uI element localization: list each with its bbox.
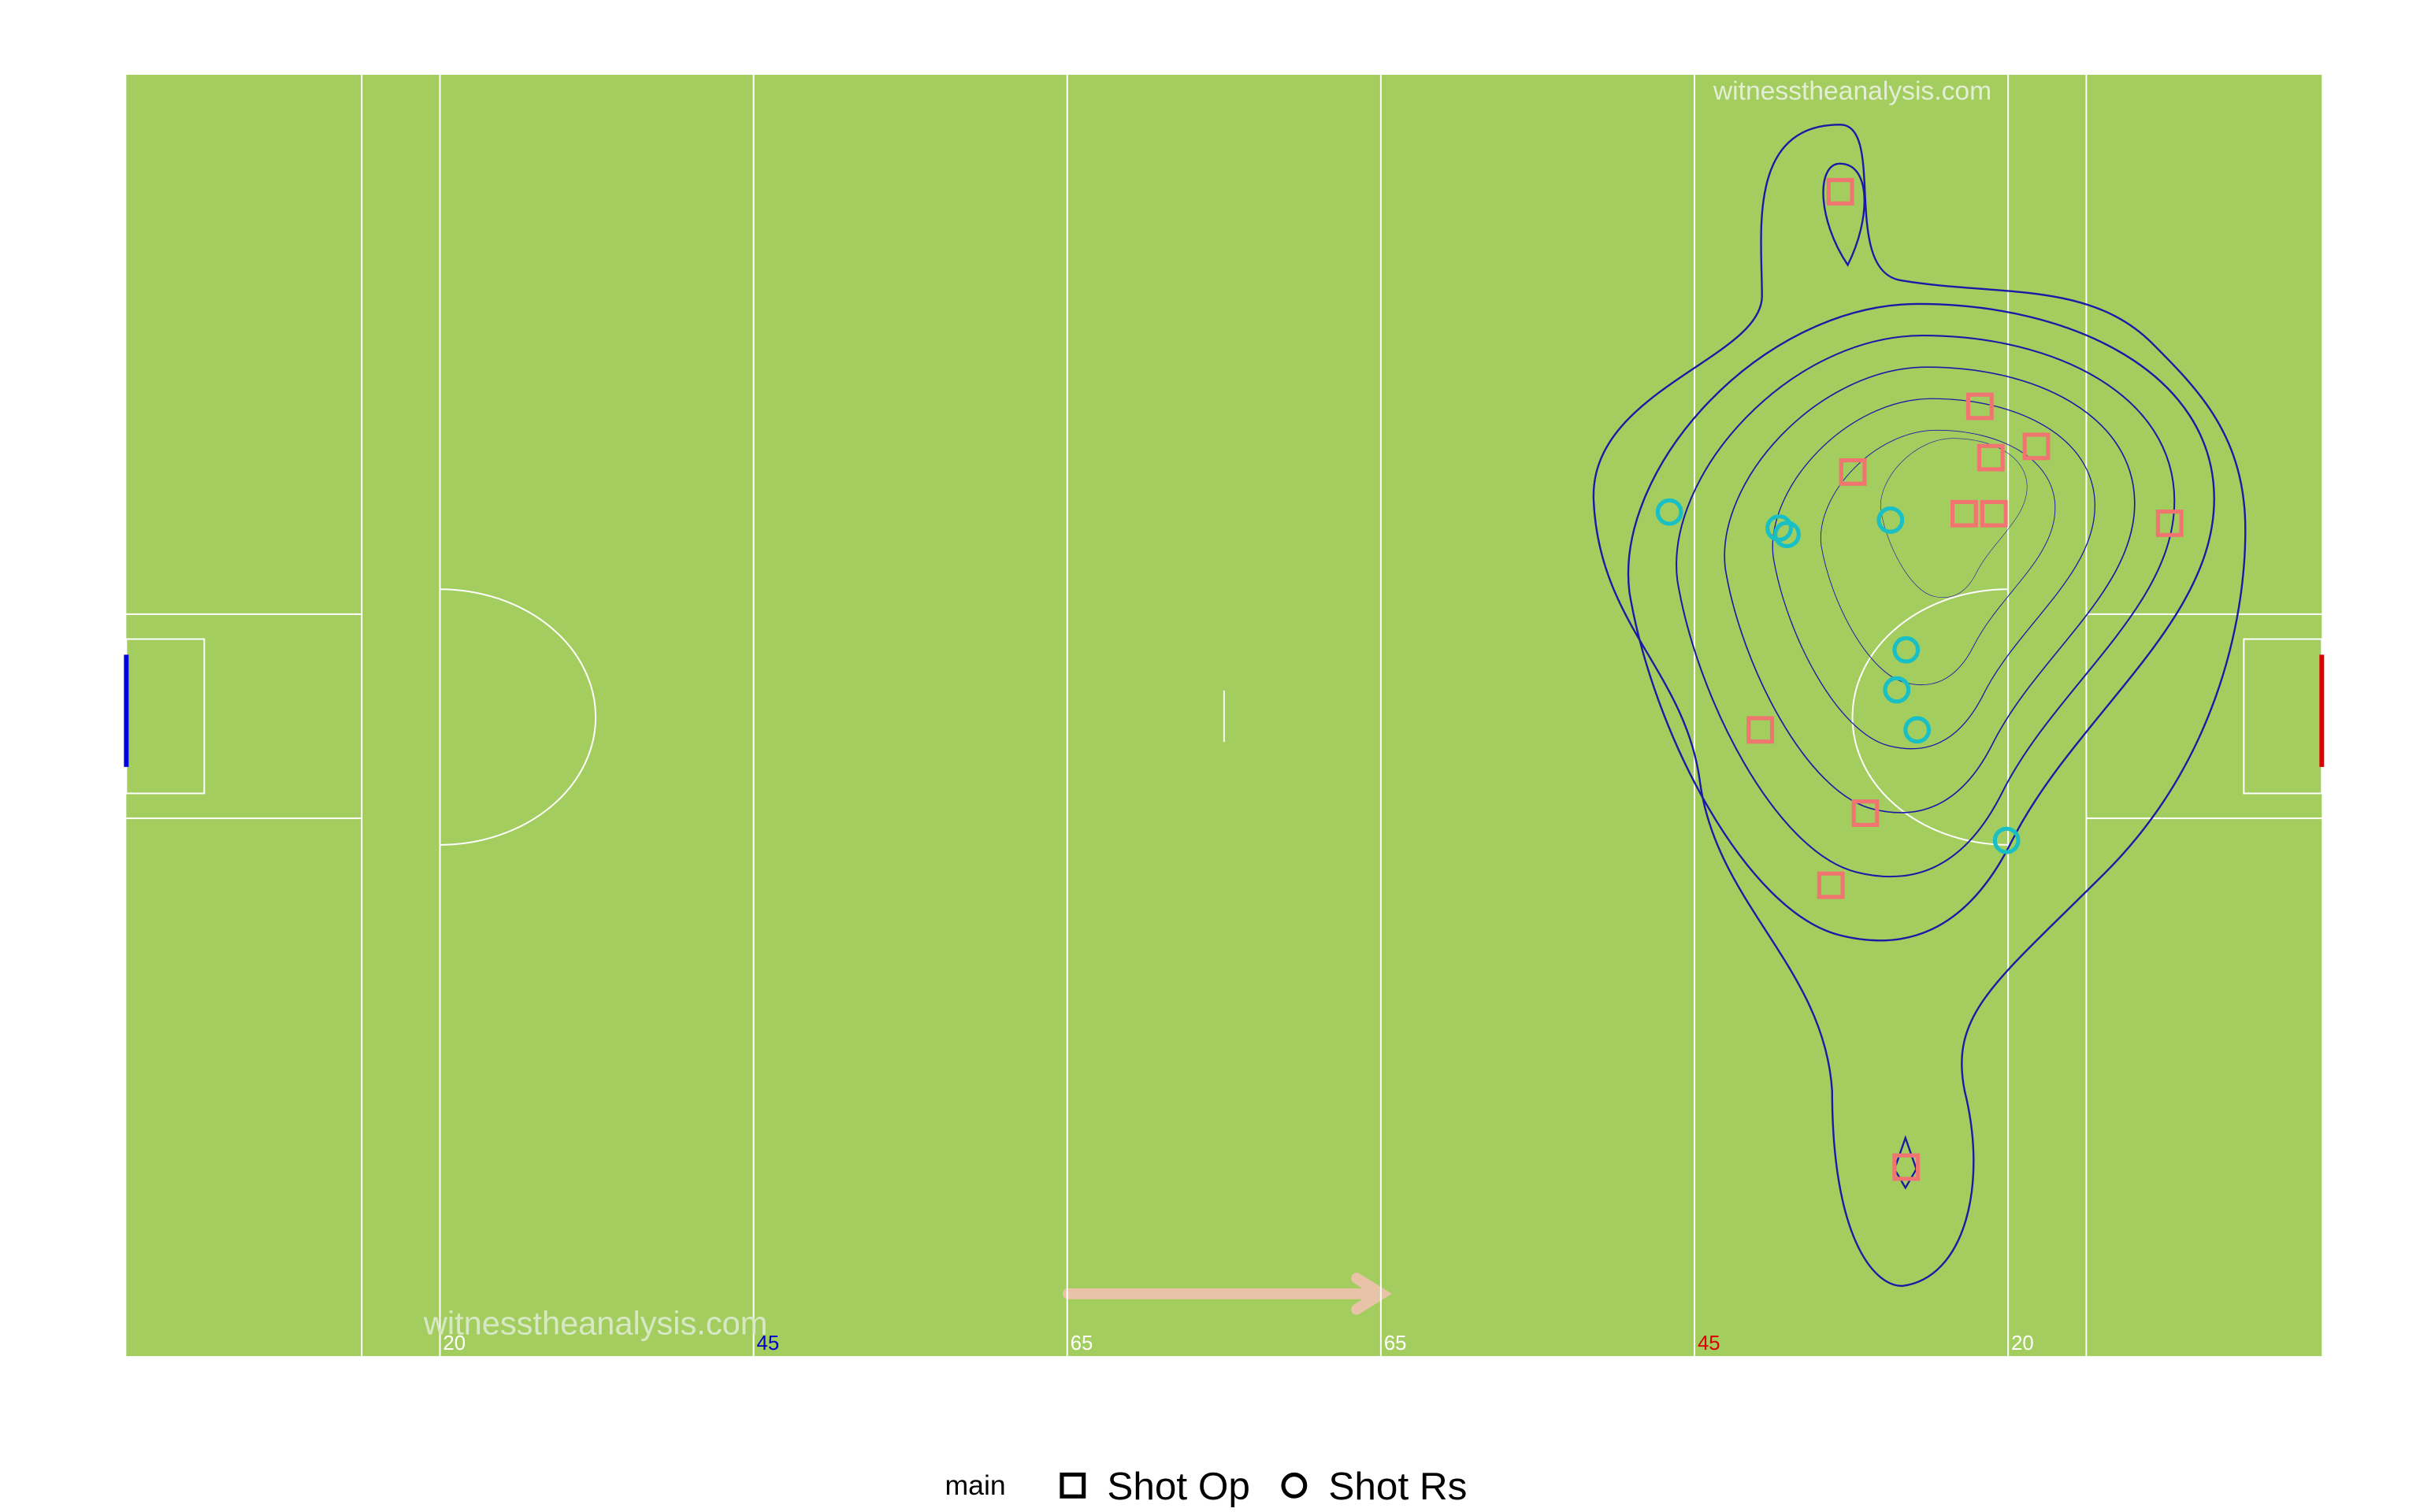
shot-op-point: [1892, 1153, 1921, 1181]
shot-rs-point: [1883, 676, 1911, 704]
watermark: witnesstheanalysis.com: [423, 1304, 767, 1341]
shot-op-point: [1980, 499, 2008, 528]
shot-rs-point: [1655, 498, 1683, 526]
shot-op-point: [1817, 871, 1845, 899]
density-contours: [1592, 124, 2247, 1288]
shot-rs-point: [1903, 716, 1932, 744]
contour: [1772, 398, 2095, 750]
contour: [1820, 429, 2056, 686]
contour: [1893, 1135, 1917, 1190]
arc: [1851, 588, 2009, 846]
legend-key: [1060, 1472, 1086, 1499]
watermark: witnesstheanalysis.com: [1713, 77, 1991, 106]
legend-key: [1281, 1472, 1308, 1499]
shot-op-point: [1851, 799, 1880, 828]
shot-op-point: [1965, 392, 1994, 421]
legend-label: Shot Rs: [1328, 1465, 1467, 1508]
x-tick-label: 20: [443, 1332, 466, 1354]
shot-op-point: [1839, 458, 1867, 486]
contour: [1822, 162, 1865, 267]
x-tick-label: 65: [1384, 1332, 1407, 1354]
x-tick-label: 65: [1071, 1332, 1093, 1354]
shot-op-point: [1950, 499, 1978, 528]
shot-op-point: [1826, 178, 1854, 206]
shot-rs-point: [1773, 521, 1801, 549]
shot-rs-point: [1992, 826, 2021, 854]
contour: [1724, 366, 2136, 813]
shot-op-point: [1746, 716, 1775, 744]
contour: [1676, 335, 2176, 878]
x-tick-label: 20: [2011, 1332, 2034, 1354]
contour-group: [1627, 302, 2215, 942]
x-tick-label: 45: [1698, 1332, 1720, 1354]
shot-op-point: [2155, 510, 2184, 537]
shot-op-point: [2022, 432, 2051, 461]
shot-rs-point: [1892, 636, 1921, 664]
contour: [1627, 302, 2215, 942]
shot-rs-point: [1876, 506, 1905, 534]
shot-rs-point: [1765, 514, 1793, 542]
legend-title: main: [945, 1469, 1006, 1501]
legend-label: Shot Op: [1107, 1465, 1250, 1508]
shot-op-point: [1976, 443, 2005, 472]
contour: [1592, 124, 2247, 1288]
x-tick-label: 45: [757, 1332, 780, 1354]
arc: [440, 588, 597, 846]
